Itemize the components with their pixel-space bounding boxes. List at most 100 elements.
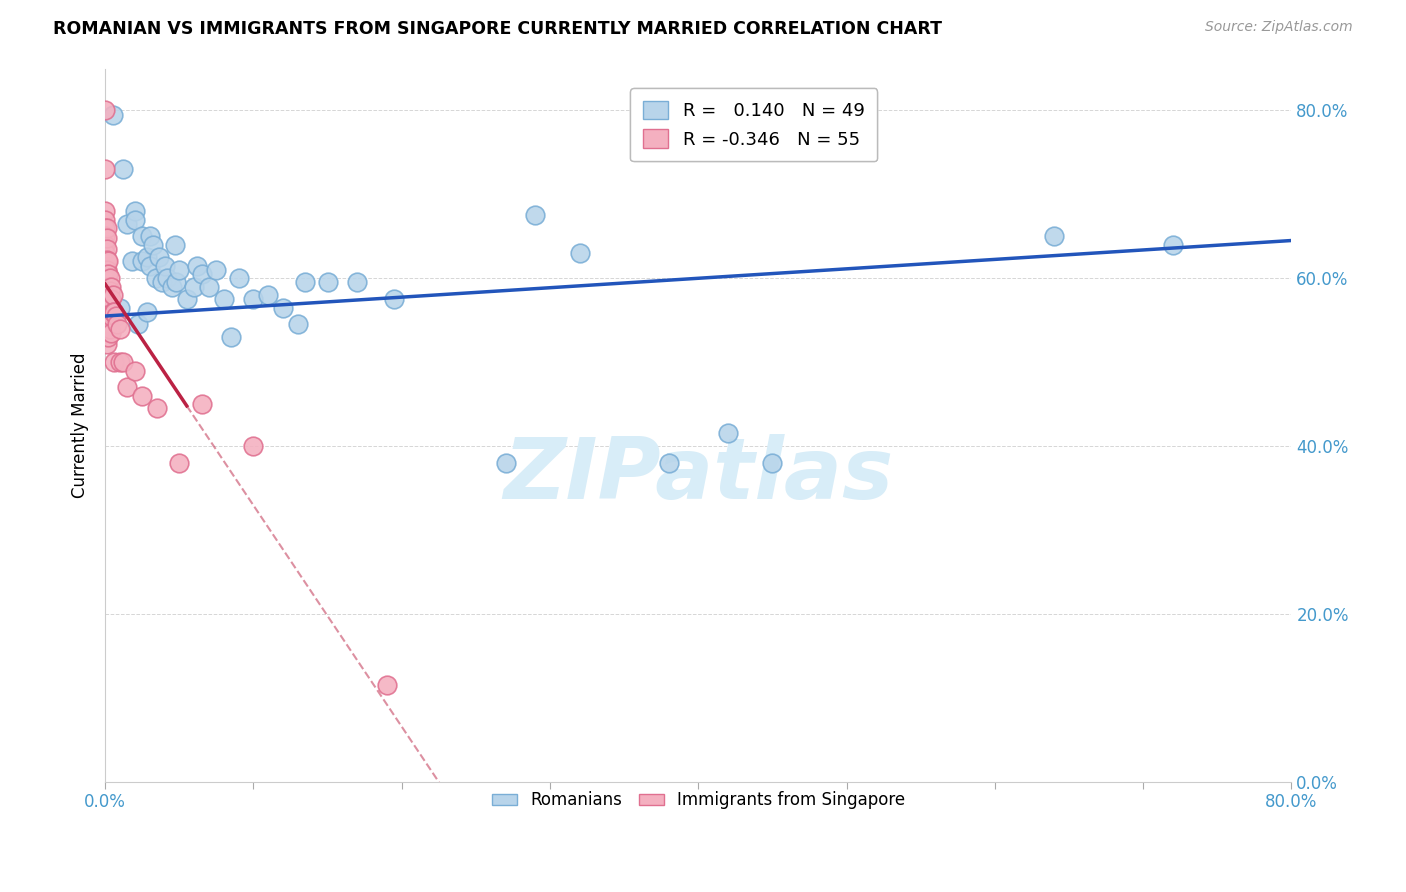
- Point: [495, 456, 517, 470]
- Point: [94, 229, 117, 244]
- Point: [96, 231, 118, 245]
- Point: [524, 208, 547, 222]
- Text: ROMANIAN VS IMMIGRANTS FROM SINGAPORE CURRENTLY MARRIED CORRELATION CHART: ROMANIAN VS IMMIGRANTS FROM SINGAPORE CU…: [53, 20, 942, 37]
- Point: [156, 271, 179, 285]
- Point: [98, 284, 121, 298]
- Point: [124, 363, 146, 377]
- Point: [96, 305, 118, 319]
- Point: [101, 288, 124, 302]
- Point: [146, 401, 169, 416]
- Point: [1161, 237, 1184, 252]
- Point: [101, 108, 124, 122]
- Point: [96, 242, 118, 256]
- Point: [94, 254, 117, 268]
- Point: [96, 316, 118, 330]
- Point: [97, 305, 120, 319]
- Point: [94, 237, 117, 252]
- Point: [94, 221, 117, 235]
- Point: [96, 326, 118, 340]
- Point: [131, 254, 153, 268]
- Point: [198, 279, 221, 293]
- Point: [103, 355, 125, 369]
- Point: [568, 246, 591, 260]
- Point: [111, 355, 134, 369]
- Point: [127, 318, 149, 332]
- Point: [117, 217, 139, 231]
- Point: [124, 212, 146, 227]
- Point: [98, 321, 121, 335]
- Point: [104, 309, 127, 323]
- Point: [219, 330, 242, 344]
- Point: [131, 389, 153, 403]
- Point: [242, 292, 264, 306]
- Point: [101, 305, 124, 319]
- Point: [97, 279, 120, 293]
- Point: [94, 212, 117, 227]
- Point: [111, 162, 134, 177]
- Point: [190, 267, 212, 281]
- Text: ZIPatlas: ZIPatlas: [503, 434, 893, 516]
- Point: [183, 279, 205, 293]
- Point: [94, 103, 117, 118]
- Point: [124, 204, 146, 219]
- Point: [108, 321, 131, 335]
- Point: [98, 296, 121, 310]
- Point: [131, 229, 153, 244]
- Point: [271, 301, 294, 315]
- Point: [176, 292, 198, 306]
- Point: [190, 397, 212, 411]
- Point: [148, 250, 170, 264]
- Point: [294, 276, 316, 290]
- Point: [138, 229, 160, 244]
- Point: [108, 301, 131, 315]
- Point: [186, 259, 208, 273]
- Point: [96, 273, 118, 287]
- Point: [96, 252, 118, 267]
- Point: [100, 279, 122, 293]
- Point: [105, 318, 128, 332]
- Point: [135, 250, 157, 264]
- Point: [257, 288, 280, 302]
- Point: [96, 294, 118, 309]
- Point: [94, 162, 117, 177]
- Point: [97, 267, 120, 281]
- Point: [153, 259, 176, 273]
- Point: [103, 305, 125, 319]
- Point: [375, 678, 398, 692]
- Point: [108, 355, 131, 369]
- Point: [100, 292, 122, 306]
- Point: [100, 326, 122, 340]
- Point: [761, 456, 783, 470]
- Point: [138, 259, 160, 273]
- Point: [150, 276, 173, 290]
- Point: [287, 318, 309, 332]
- Point: [98, 309, 121, 323]
- Point: [100, 309, 122, 323]
- Point: [97, 292, 120, 306]
- Point: [242, 439, 264, 453]
- Legend: Romanians, Immigrants from Singapore: Romanians, Immigrants from Singapore: [485, 785, 911, 816]
- Point: [1043, 229, 1066, 244]
- Point: [94, 246, 117, 260]
- Point: [97, 254, 120, 268]
- Point: [316, 276, 339, 290]
- Point: [346, 276, 368, 290]
- Point: [98, 271, 121, 285]
- Point: [382, 292, 405, 306]
- Text: Source: ZipAtlas.com: Source: ZipAtlas.com: [1205, 20, 1353, 34]
- Point: [169, 263, 191, 277]
- Point: [96, 336, 118, 351]
- Point: [135, 305, 157, 319]
- Point: [121, 254, 143, 268]
- Point: [94, 204, 117, 219]
- Point: [169, 456, 191, 470]
- Point: [117, 380, 139, 394]
- Point: [96, 221, 118, 235]
- Point: [96, 284, 118, 298]
- Point: [658, 456, 681, 470]
- Y-axis label: Currently Married: Currently Married: [72, 352, 89, 498]
- Point: [94, 263, 117, 277]
- Point: [145, 271, 167, 285]
- Point: [97, 330, 120, 344]
- Point: [717, 426, 740, 441]
